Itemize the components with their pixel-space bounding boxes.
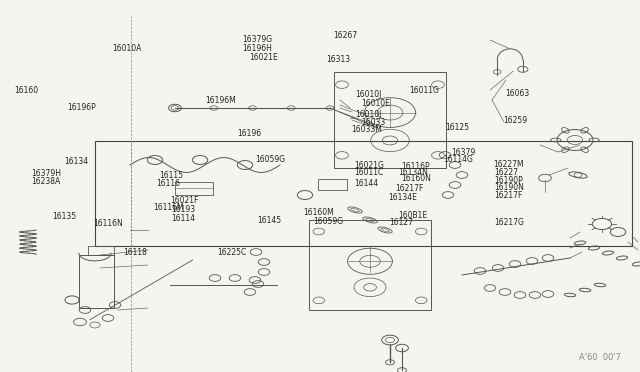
Text: 16010J: 16010J bbox=[355, 90, 381, 99]
Text: 16033: 16033 bbox=[361, 118, 385, 126]
Text: 16196M: 16196M bbox=[205, 96, 236, 105]
Text: 16196P: 16196P bbox=[67, 103, 96, 112]
Text: 16217F: 16217F bbox=[494, 191, 522, 200]
Text: 16160: 16160 bbox=[14, 86, 38, 94]
Text: 16196: 16196 bbox=[237, 129, 261, 138]
Text: 16033M: 16033M bbox=[351, 125, 381, 134]
Text: 16160M: 16160M bbox=[303, 208, 334, 217]
Text: 16021F: 16021F bbox=[170, 196, 198, 205]
Text: 16190P: 16190P bbox=[494, 176, 523, 185]
Text: 16125: 16125 bbox=[445, 123, 468, 132]
Text: 16217G: 16217G bbox=[494, 218, 524, 227]
Text: 16011G: 16011G bbox=[410, 86, 440, 95]
Text: 16021E: 16021E bbox=[250, 53, 278, 62]
Text: 16010E: 16010E bbox=[361, 99, 390, 108]
Text: 16259: 16259 bbox=[503, 116, 527, 125]
Bar bbox=[95, 141, 632, 246]
Bar bbox=[309, 220, 431, 310]
Text: 16135: 16135 bbox=[52, 212, 77, 221]
Text: 16114G: 16114G bbox=[443, 155, 473, 164]
Text: 16115: 16115 bbox=[159, 171, 183, 180]
Text: 16059G: 16059G bbox=[255, 155, 285, 164]
Text: 16114: 16114 bbox=[172, 214, 196, 223]
Text: 16190N: 16190N bbox=[494, 183, 524, 192]
Text: 16160N: 16160N bbox=[401, 174, 431, 183]
Bar bbox=[318, 179, 347, 190]
Bar bbox=[334, 72, 446, 169]
Text: 16144: 16144 bbox=[354, 179, 378, 187]
Text: 16010J: 16010J bbox=[355, 110, 381, 119]
Text: 16063: 16063 bbox=[506, 89, 530, 98]
Text: 16145: 16145 bbox=[257, 217, 282, 225]
Bar bbox=[175, 182, 213, 195]
Text: 16116P: 16116P bbox=[401, 162, 430, 171]
Text: 160B1E: 160B1E bbox=[398, 211, 428, 220]
Bar bbox=[79, 254, 114, 308]
Text: 16267: 16267 bbox=[333, 31, 357, 40]
Text: 16127: 16127 bbox=[389, 218, 413, 227]
Text: 16010A: 16010A bbox=[112, 44, 141, 53]
Text: 16379: 16379 bbox=[451, 148, 476, 157]
Text: 16227M: 16227M bbox=[493, 160, 524, 169]
Text: 16134E: 16134E bbox=[388, 193, 417, 202]
Text: 16118: 16118 bbox=[124, 248, 147, 257]
Text: 16227: 16227 bbox=[494, 168, 518, 177]
Text: 16116: 16116 bbox=[156, 179, 180, 188]
Text: 16379G: 16379G bbox=[242, 35, 272, 44]
Text: 16238A: 16238A bbox=[31, 177, 60, 186]
Bar bbox=[88, 246, 114, 255]
Text: 16021G: 16021G bbox=[354, 161, 384, 170]
Text: A'60  00'7: A'60 00'7 bbox=[579, 353, 621, 362]
Text: 16217F: 16217F bbox=[396, 184, 424, 193]
Text: 16011C: 16011C bbox=[354, 168, 383, 177]
Text: 16379H: 16379H bbox=[31, 169, 61, 178]
Text: 16134: 16134 bbox=[64, 157, 88, 166]
Text: 16196H: 16196H bbox=[242, 44, 272, 53]
Text: 16193: 16193 bbox=[172, 205, 196, 214]
Text: 16059G: 16059G bbox=[314, 217, 344, 226]
Text: 16116M: 16116M bbox=[154, 203, 184, 212]
Text: 16116N: 16116N bbox=[93, 219, 123, 228]
Text: 16313: 16313 bbox=[326, 55, 351, 64]
Text: 16225C: 16225C bbox=[218, 248, 247, 257]
Text: 16134N: 16134N bbox=[398, 168, 428, 177]
